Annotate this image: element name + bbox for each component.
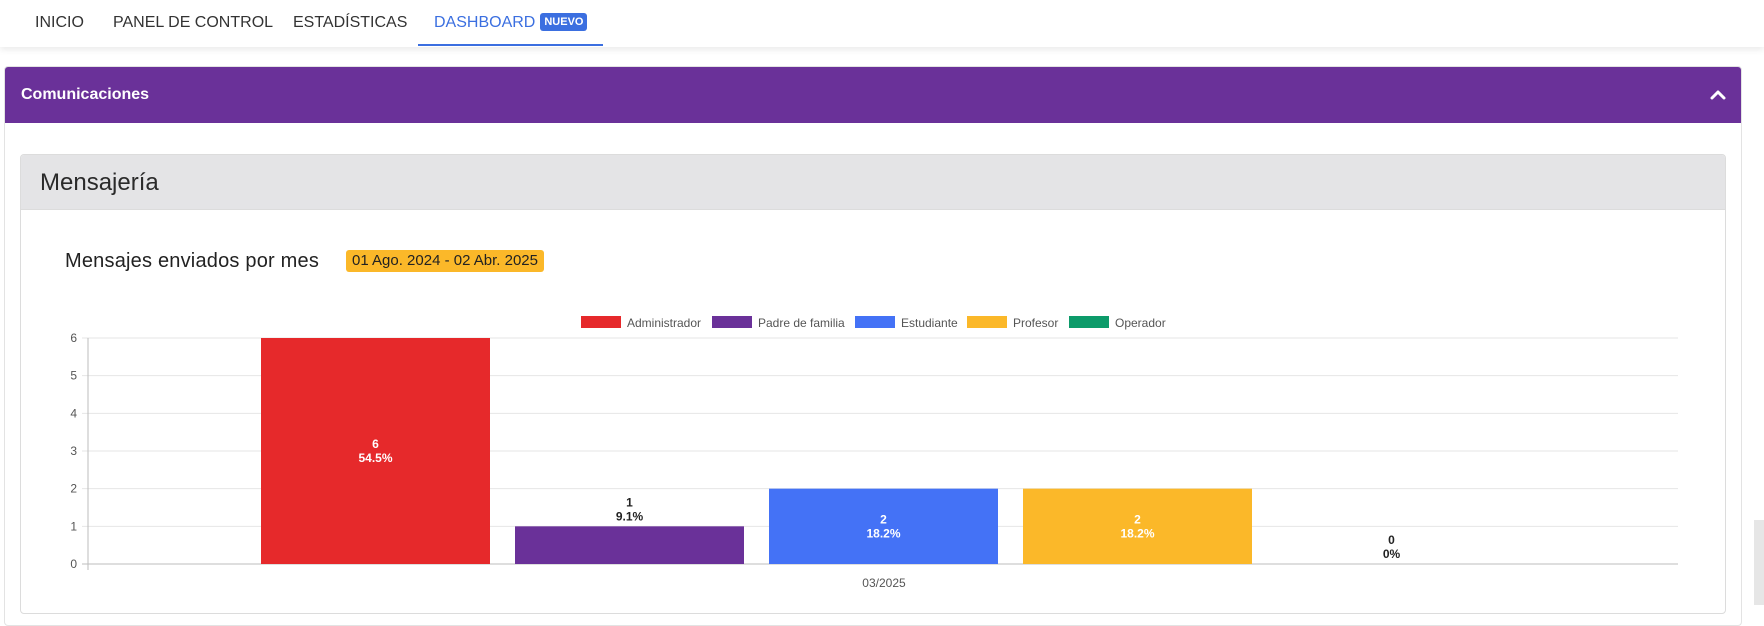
y-tick-label: 5 — [70, 369, 77, 383]
y-tick-label: 4 — [70, 406, 77, 420]
y-tick-label: 1 — [70, 519, 77, 533]
panel-header[interactable]: Comunicaciones — [5, 67, 1741, 123]
card-header: Mensajería — [21, 155, 1725, 210]
chevron-up-icon[interactable] — [1709, 86, 1727, 104]
legend-swatch — [581, 316, 621, 328]
data-label-value: 0 — [1388, 533, 1395, 547]
legend-label: Estudiante — [901, 316, 958, 330]
date-range-badge: 01 Ago. 2024 - 02 Abr. 2025 — [346, 250, 544, 272]
y-tick-label: 6 — [70, 331, 77, 345]
legend-swatch — [855, 316, 895, 328]
data-label-value: 2 — [880, 512, 887, 526]
data-label-percent: 18.2% — [866, 526, 900, 540]
legend-label: Operador — [1115, 316, 1166, 330]
card-title: Mensajería — [40, 169, 159, 196]
data-label-percent: 54.5% — [358, 451, 392, 465]
legend-swatch — [967, 316, 1007, 328]
tab-panel-de-control[interactable]: PANEL DE CONTROL — [113, 14, 274, 31]
data-label-value: 1 — [626, 495, 633, 509]
bar-administrador — [261, 338, 490, 564]
x-tick-label: 03/2025 — [862, 576, 906, 590]
new-badge: NUEVO — [540, 13, 588, 31]
legend-label: Profesor — [1013, 316, 1058, 330]
legend-swatch — [1069, 316, 1109, 328]
legend-swatch — [712, 316, 752, 328]
bar-padre-de-familia — [515, 526, 744, 564]
data-label-value: 2 — [1134, 512, 1141, 526]
tab-dashboard-label: DASHBOARD — [434, 14, 536, 31]
top-navigation: INICIO PANEL DE CONTROL ESTADÍSTICAS DAS… — [0, 0, 1764, 47]
y-tick-label: 2 — [70, 482, 77, 496]
data-label-percent: 9.1% — [616, 509, 644, 523]
tab-estadisticas[interactable]: ESTADÍSTICAS — [293, 14, 408, 31]
bar-profesor — [1023, 488, 1252, 564]
data-label-percent: 18.2% — [1120, 526, 1154, 540]
tab-dashboard[interactable]: DASHBOARD NUEVO — [418, 0, 604, 46]
tab-inicio[interactable]: INICIO — [35, 14, 84, 31]
panel-title: Comunicaciones — [21, 86, 150, 103]
legend-label: Padre de familia — [758, 316, 845, 330]
data-label-value: 6 — [372, 437, 379, 451]
bar-estudiante — [769, 488, 998, 564]
legend-label: Administrador — [627, 316, 701, 330]
chart-title: Mensajes enviados por mes — [65, 250, 320, 272]
scrollbar[interactable] — [1754, 520, 1764, 605]
y-tick-label: 0 — [70, 557, 77, 571]
data-label-percent: 0% — [1383, 547, 1401, 561]
y-tick-label: 3 — [70, 444, 77, 458]
